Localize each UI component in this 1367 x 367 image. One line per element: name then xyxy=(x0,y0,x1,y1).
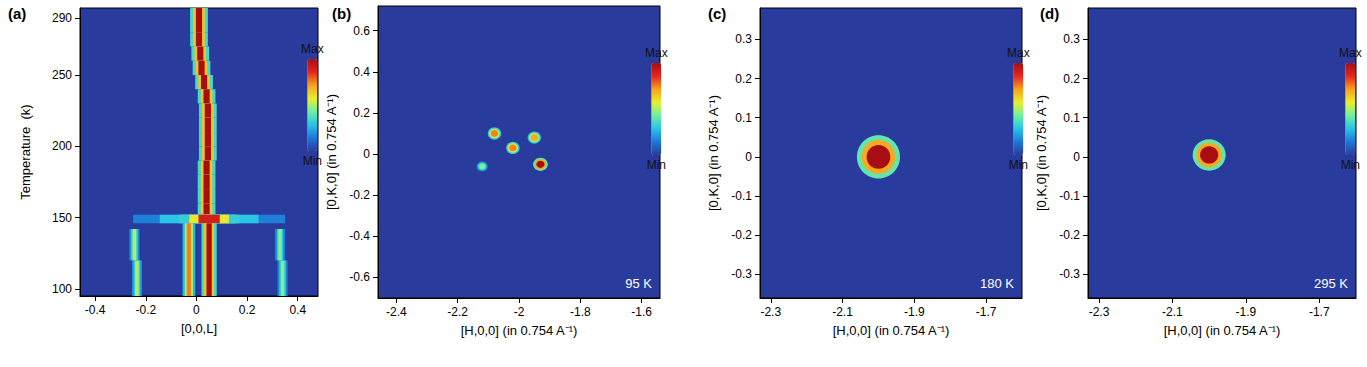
svg-text:[0,K,0] (in 0.754 A⁻¹): [0,K,0] (in 0.754 A⁻¹) xyxy=(324,94,339,210)
svg-text:-0.2: -0.2 xyxy=(731,228,752,242)
svg-text:0.3: 0.3 xyxy=(735,32,752,46)
svg-text:-1.7: -1.7 xyxy=(976,305,997,319)
svg-text:0.3: 0.3 xyxy=(1063,32,1080,46)
svg-text:Max: Max xyxy=(1339,46,1362,60)
svg-text:-2.4: -2.4 xyxy=(386,305,407,319)
svg-text:(b): (b) xyxy=(332,5,351,22)
svg-text:290: 290 xyxy=(52,11,72,25)
svg-text:-1.9: -1.9 xyxy=(1236,305,1257,319)
svg-text:[0,K,0] (in 0.754 A⁻¹): [0,K,0] (in 0.754 A⁻¹) xyxy=(1034,95,1049,211)
svg-text:0.2: 0.2 xyxy=(735,72,752,86)
svg-text:[H,0,0] (in 0.754 A⁻¹): [H,0,0] (in 0.754 A⁻¹) xyxy=(1164,323,1281,338)
svg-text:-0.2: -0.2 xyxy=(1059,228,1080,242)
svg-text:Min: Min xyxy=(1009,158,1028,172)
svg-text:295 K: 295 K xyxy=(1314,276,1348,291)
svg-text:(c): (c) xyxy=(708,5,726,22)
svg-text:-0.1: -0.1 xyxy=(1059,189,1080,203)
svg-text:250: 250 xyxy=(52,68,72,82)
svg-text:-0.3: -0.3 xyxy=(1059,267,1080,281)
svg-text:-2.2: -2.2 xyxy=(447,305,468,319)
svg-text:-2.1: -2.1 xyxy=(1162,305,1183,319)
svg-text:-1.9: -1.9 xyxy=(904,305,925,319)
svg-text:0: 0 xyxy=(193,303,200,317)
svg-text:-2.3: -2.3 xyxy=(760,305,781,319)
svg-text:(a): (a) xyxy=(8,5,26,22)
svg-text:(d): (d) xyxy=(1040,5,1059,22)
svg-text:-0.4: -0.4 xyxy=(85,303,106,317)
svg-text:Temperature (k): Temperature (k) xyxy=(18,104,33,199)
svg-text:[H,0,0] (in 0.754 A⁻¹): [H,0,0] (in 0.754 A⁻¹) xyxy=(461,323,578,338)
svg-text:0.6: 0.6 xyxy=(353,24,370,38)
svg-text:Min: Min xyxy=(1341,158,1360,172)
svg-text:0: 0 xyxy=(1073,150,1080,164)
svg-text:0.4: 0.4 xyxy=(289,303,306,317)
svg-text:-0.4: -0.4 xyxy=(349,229,370,243)
svg-text:-2: -2 xyxy=(514,305,525,319)
svg-text:0.1: 0.1 xyxy=(735,111,752,125)
svg-text:200: 200 xyxy=(52,139,72,153)
svg-text:0: 0 xyxy=(745,150,752,164)
svg-text:-1.6: -1.6 xyxy=(631,305,652,319)
svg-text:-0.2: -0.2 xyxy=(135,303,156,317)
svg-text:-0.2: -0.2 xyxy=(349,188,370,202)
svg-text:[0,K,0] (in 0.754 A⁻¹): [0,K,0] (in 0.754 A⁻¹) xyxy=(706,95,721,211)
svg-text:-1.7: -1.7 xyxy=(1309,305,1330,319)
svg-text:0.4: 0.4 xyxy=(353,65,370,79)
svg-text:180 K: 180 K xyxy=(980,276,1014,291)
svg-text:95 K: 95 K xyxy=(625,276,652,291)
svg-text:-0.6: -0.6 xyxy=(349,270,370,284)
svg-text:100: 100 xyxy=(52,282,72,296)
svg-text:0.1: 0.1 xyxy=(1063,111,1080,125)
svg-text:0.2: 0.2 xyxy=(1063,72,1080,86)
svg-text:Max: Max xyxy=(1007,46,1030,60)
svg-text:-0.3: -0.3 xyxy=(731,267,752,281)
svg-text:0.2: 0.2 xyxy=(353,106,370,120)
svg-text:[0,0,L]: [0,0,L] xyxy=(181,321,217,336)
svg-text:0: 0 xyxy=(363,147,370,161)
svg-text:-2.3: -2.3 xyxy=(1089,305,1110,319)
svg-text:[H,0,0] (in 0.754 A⁻¹): [H,0,0] (in 0.754 A⁻¹) xyxy=(833,323,950,338)
svg-text:Max: Max xyxy=(301,42,324,56)
svg-text:Max: Max xyxy=(645,46,668,60)
svg-text:Min: Min xyxy=(647,158,666,172)
svg-text:150: 150 xyxy=(52,211,72,225)
svg-text:-0.1: -0.1 xyxy=(731,189,752,203)
svg-text:-2.1: -2.1 xyxy=(832,305,853,319)
svg-text:-1.8: -1.8 xyxy=(570,305,591,319)
svg-text:Min: Min xyxy=(303,154,322,168)
svg-text:0.2: 0.2 xyxy=(239,303,256,317)
